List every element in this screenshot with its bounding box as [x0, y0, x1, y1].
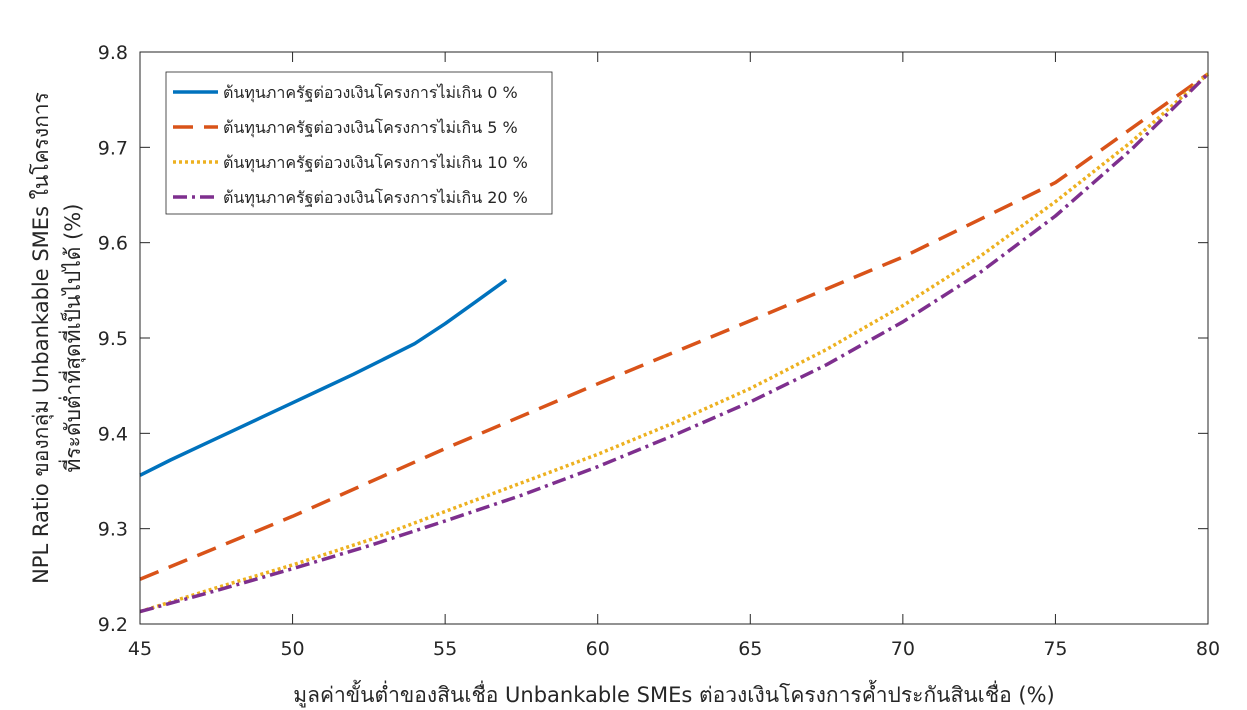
- x-tick-label: 70: [891, 638, 915, 660]
- series-line-2: [139, 72, 1210, 614]
- y-axis-label-line-1: NPL Ratio ของกลุ่ม Unbankable SMEs ในโคร…: [29, 92, 54, 584]
- legend: ต้นทุนภาครัฐต่อวงเงินโครงการไม่เกิน 0 % ต…: [165, 71, 553, 215]
- y-tick-label: 9.2: [98, 614, 128, 636]
- y-tick-label: 9.8: [98, 42, 128, 64]
- series-line-0: [139, 278, 508, 477]
- x-tick-label: 55: [433, 638, 457, 660]
- legend-label-1: ต้นทุนภาครัฐต่อวงเงินโครงการไม่เกิน 5 %: [223, 118, 518, 138]
- legend-label-2: ต้นทุนภาครัฐต่อวงเงินโครงการไม่เกิน 10 %: [223, 153, 528, 173]
- y-tick-label: 9.4: [98, 423, 128, 445]
- x-axis-ticks: 45 50 55 60 65 70 75 80: [128, 52, 1220, 660]
- y-tick-label: 9.6: [98, 233, 128, 255]
- x-tick-label: 60: [586, 638, 610, 660]
- legend-label-0: ต้นทุนภาครัฐต่อวงเงินโครงการไม่เกิน 0 %: [223, 83, 518, 103]
- x-tick-label: 75: [1043, 638, 1067, 660]
- series-line-3: [139, 72, 1210, 614]
- x-tick-label: 80: [1196, 638, 1220, 660]
- y-tick-label: 9.3: [98, 519, 128, 541]
- y-tick-label: 9.5: [98, 328, 128, 350]
- x-axis-label: มูลค่าขั้นต่ำของสินเชื่อ Unbankable SMEs…: [293, 680, 1055, 708]
- series-layer: [139, 72, 1210, 614]
- legend-label-3: ต้นทุนภาครัฐต่อวงเงินโครงการไม่เกิน 20 %: [223, 188, 528, 208]
- series-line-1: [139, 72, 1210, 581]
- legend-box: [165, 71, 553, 215]
- y-axis-label-line-2: ที่ระดับต่ำที่สุดที่เป็นไปได้ (%): [58, 204, 86, 473]
- y-axis-ticks: 9.2 9.3 9.4 9.5 9.6 9.7 9.8: [98, 42, 1208, 636]
- x-tick-label: 65: [738, 638, 762, 660]
- y-tick-label: 9.7: [98, 137, 128, 159]
- x-tick-label: 50: [280, 638, 304, 660]
- x-tick-label: 45: [128, 638, 152, 660]
